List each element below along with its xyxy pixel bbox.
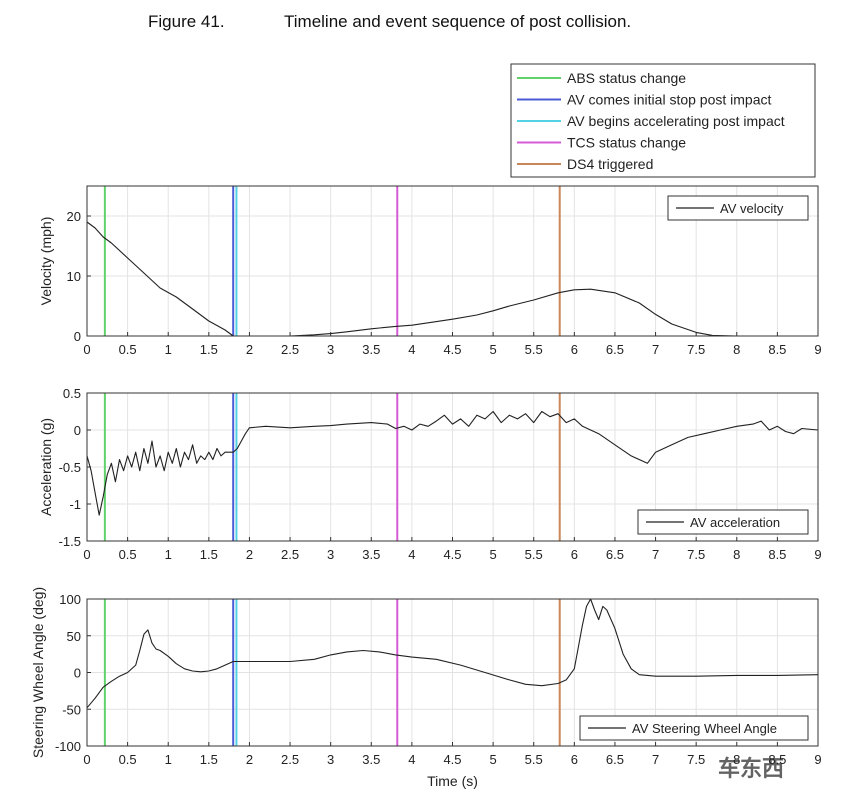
x-tick-label: 4 — [408, 752, 415, 767]
x-tick-label: 2.5 — [281, 547, 299, 562]
y-tick-label: 0.5 — [63, 386, 81, 401]
y-tick-label: -100 — [55, 739, 81, 754]
event-legend-label-4: DS4 triggered — [567, 156, 653, 172]
series-line — [86, 598, 819, 709]
series-legend-label-0: AV velocity — [720, 201, 784, 216]
y-tick-label: 20 — [67, 209, 81, 224]
y-tick-label: -1 — [69, 497, 81, 512]
y-tick-label: 10 — [67, 269, 81, 284]
x-tick-label: 5 — [489, 547, 496, 562]
x-tick-label: 2.5 — [281, 342, 299, 357]
x-tick-label: 1 — [165, 752, 172, 767]
x-tick-label: 6.5 — [606, 752, 624, 767]
x-axis-label: Time (s) — [427, 773, 478, 789]
x-tick-label: 0 — [83, 752, 90, 767]
x-tick-label: 4.5 — [443, 547, 461, 562]
x-tick-label: 3.5 — [362, 547, 380, 562]
x-tick-label: 9 — [814, 752, 821, 767]
x-tick-label: 1 — [165, 342, 172, 357]
event-legend-label-0: ABS status change — [567, 70, 686, 86]
x-tick-label: 2 — [246, 342, 253, 357]
x-tick-label: 7.5 — [687, 342, 705, 357]
event-legend-label-1: AV comes initial stop post impact — [567, 92, 771, 108]
x-tick-label: 0 — [83, 342, 90, 357]
x-tick-label: 2 — [246, 547, 253, 562]
x-tick-label: 5.5 — [525, 342, 543, 357]
y-tick-label: 50 — [67, 629, 81, 644]
y-tick-label: 0 — [74, 329, 81, 344]
x-tick-label: 6.5 — [606, 342, 624, 357]
y-tick-label: 0 — [74, 423, 81, 438]
x-tick-label: 8 — [733, 752, 740, 767]
x-tick-label: 4.5 — [443, 752, 461, 767]
event-legend-box — [510, 63, 816, 178]
y-tick-label: 0 — [74, 666, 81, 681]
x-tick-label: 6 — [571, 547, 578, 562]
x-tick-label: 5 — [489, 342, 496, 357]
x-tick-label: 3.5 — [362, 752, 380, 767]
x-tick-label: 0.5 — [119, 342, 137, 357]
series-legend-label-2: AV Steering Wheel Angle — [632, 721, 777, 736]
x-tick-label: 5.5 — [525, 547, 543, 562]
x-tick-label: 1.5 — [200, 342, 218, 357]
x-tick-label: 9 — [814, 547, 821, 562]
x-tick-label: 0.5 — [119, 752, 137, 767]
figure-number: Figure 41. — [148, 12, 225, 31]
y-tick-label: 100 — [59, 592, 81, 607]
x-tick-label: 0.5 — [119, 547, 137, 562]
series-legend-box-0 — [667, 195, 809, 221]
x-tick-label: 7 — [652, 342, 659, 357]
series-legend-label-1: AV acceleration — [690, 515, 780, 530]
x-tick-label: 5.5 — [525, 752, 543, 767]
y-axis-label: Acceleration (g) — [38, 418, 54, 516]
x-tick-label: 1.5 — [200, 547, 218, 562]
series-line — [86, 410, 819, 516]
x-tick-label: 1 — [165, 547, 172, 562]
event-legend-label-3: TCS status change — [567, 135, 686, 151]
x-tick-label: 1.5 — [200, 752, 218, 767]
x-tick-label: 3 — [327, 547, 334, 562]
watermark-logo: 车东西 — [718, 756, 784, 781]
axes-frame-1 — [86, 392, 819, 542]
x-tick-label: 0 — [83, 547, 90, 562]
x-tick-label: 8 — [733, 547, 740, 562]
x-tick-label: 4.5 — [443, 342, 461, 357]
event-legend-label-2: AV begins accelerating post impact — [567, 113, 785, 129]
x-tick-label: 4 — [408, 342, 415, 357]
x-tick-label: 8.5 — [768, 342, 786, 357]
x-tick-label: 7.5 — [687, 547, 705, 562]
axes-frame-0 — [86, 185, 819, 337]
x-tick-label: 2 — [246, 752, 253, 767]
x-tick-label: 6 — [571, 342, 578, 357]
series-line — [86, 221, 818, 337]
x-tick-label: 3 — [327, 342, 334, 357]
axes-frame-2 — [86, 598, 819, 747]
x-tick-label: 2.5 — [281, 752, 299, 767]
x-tick-label: 7 — [652, 752, 659, 767]
x-tick-label: 6.5 — [606, 547, 624, 562]
y-tick-label: -0.5 — [59, 460, 81, 475]
x-tick-label: 3.5 — [362, 342, 380, 357]
x-tick-label: 9 — [814, 342, 821, 357]
y-tick-label: -1.5 — [59, 534, 81, 549]
x-tick-label: 5 — [489, 752, 496, 767]
x-tick-label: 4 — [408, 547, 415, 562]
x-tick-label: 8.5 — [768, 752, 786, 767]
x-tick-label: 7 — [652, 547, 659, 562]
x-tick-label: 8 — [733, 342, 740, 357]
x-tick-label: 8.5 — [768, 547, 786, 562]
figure-title: Timeline and event sequence of post coll… — [284, 12, 632, 31]
y-tick-label: -50 — [62, 702, 81, 717]
x-tick-label: 7.5 — [687, 752, 705, 767]
y-axis-label: Velocity (mph) — [38, 217, 54, 306]
x-tick-label: 3 — [327, 752, 334, 767]
x-tick-label: 6 — [571, 752, 578, 767]
y-axis-label: Steering Wheel Angle (deg) — [30, 587, 46, 758]
